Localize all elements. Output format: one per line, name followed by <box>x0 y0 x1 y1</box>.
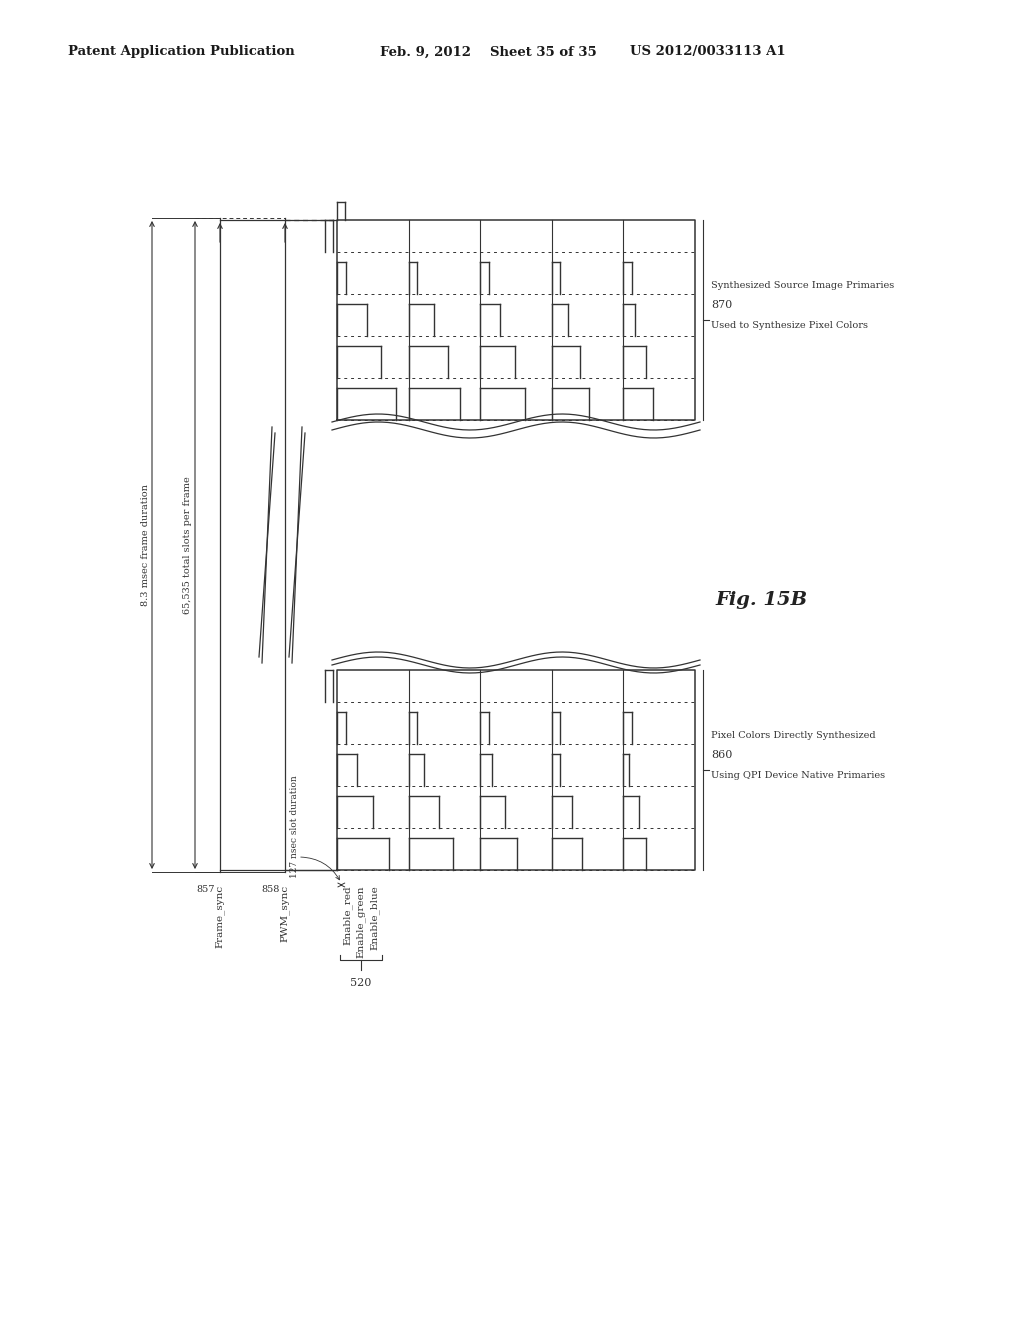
Text: 65,535 total slots per frame: 65,535 total slots per frame <box>183 477 193 614</box>
Text: 870: 870 <box>711 300 732 310</box>
Text: 8.3 msec frame duration: 8.3 msec frame duration <box>140 484 150 606</box>
Text: 858: 858 <box>262 884 281 894</box>
Text: Synthesized Source Image Primaries: Synthesized Source Image Primaries <box>711 281 894 289</box>
Text: 857: 857 <box>197 884 215 894</box>
Text: PWM_sync: PWM_sync <box>281 884 290 942</box>
Text: Enable_red: Enable_red <box>343 884 352 945</box>
Text: 127 nsec slot duration: 127 nsec slot duration <box>290 776 299 878</box>
Text: Enable_blue: Enable_blue <box>370 884 379 950</box>
Text: US 2012/0033113 A1: US 2012/0033113 A1 <box>630 45 785 58</box>
Text: Using QPI Device Native Primaries: Using QPI Device Native Primaries <box>711 771 885 780</box>
Text: Frame_sync: Frame_sync <box>215 884 225 948</box>
Text: Patent Application Publication: Patent Application Publication <box>68 45 295 58</box>
Text: Fig. 15B: Fig. 15B <box>715 591 807 609</box>
Text: 520: 520 <box>350 978 372 987</box>
Text: Feb. 9, 2012: Feb. 9, 2012 <box>380 45 471 58</box>
Text: Used to Synthesize Pixel Colors: Used to Synthesize Pixel Colors <box>711 321 868 330</box>
Text: Enable_green: Enable_green <box>355 884 366 957</box>
Text: 860: 860 <box>711 750 732 760</box>
Text: Pixel Colors Directly Synthesized: Pixel Colors Directly Synthesized <box>711 730 876 739</box>
Text: Sheet 35 of 35: Sheet 35 of 35 <box>490 45 597 58</box>
